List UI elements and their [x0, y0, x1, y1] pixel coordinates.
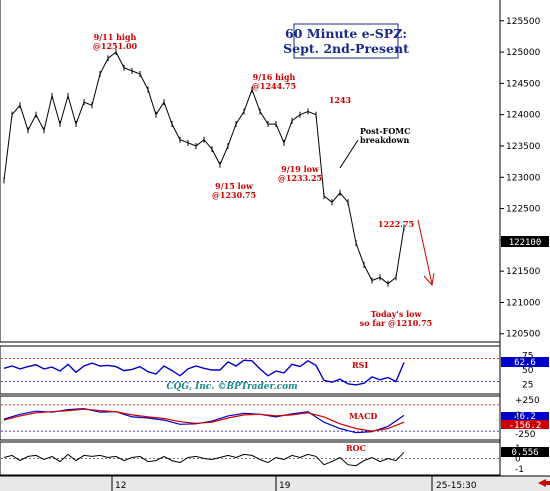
annotation-label: 9/19 low: [281, 164, 320, 174]
x-axis: 12 19 25-15:30: [0, 475, 550, 491]
annotation-label: 1243: [329, 95, 352, 105]
y-tick-label: 124000: [506, 111, 541, 121]
title-box: 60 Minute e-SPZ: Sept. 2nd-Present: [283, 23, 409, 59]
price-panel: 1255001250001245001240001235001230001225…: [0, 0, 541, 475]
rsi-value-label: 62.6: [514, 358, 536, 368]
roc-tick-label: 1: [515, 444, 521, 454]
rsi-label: RSI: [352, 360, 368, 370]
annotation-label: 1222.75: [378, 219, 414, 229]
last-price-tag: 122100: [501, 236, 549, 248]
rsi-tick-label: 75: [522, 352, 533, 362]
y-tick-label: 125000: [506, 48, 541, 58]
macd-tick-label: 0: [515, 411, 521, 421]
annotation-label: 9/15 low: [215, 181, 254, 191]
roc-line: [3, 451, 405, 467]
last-price-label: 122100: [509, 238, 542, 248]
rsi-value-tag: [501, 357, 549, 367]
price-series-line: [3, 51, 405, 285]
annotation-label: so far @1210.75: [360, 318, 432, 328]
macd-signal-label: -156.2: [509, 421, 542, 431]
roc-label: ROC: [346, 443, 366, 453]
x-tick-label: 25-15:30: [436, 481, 477, 491]
macd-panel: MACD 46.2-156.2 +250 0 -250: [0, 395, 549, 441]
macd-tick-label: -250: [515, 430, 536, 440]
annotation-label: Post-FOMC: [360, 126, 411, 136]
scroll-arrow-icon[interactable]: [538, 479, 550, 487]
annotation-label: @1251.00: [93, 41, 138, 51]
y-tick-label: 121000: [506, 298, 541, 308]
annotation-label: 9/16 high: [253, 72, 296, 82]
title-line-1: 60 Minute e-SPZ:: [285, 26, 407, 41]
y-tick-label: 120500: [506, 330, 541, 340]
roc-value-label: 0.556: [511, 448, 538, 458]
annotation-label: @1244.75: [252, 81, 296, 91]
y-tick-label: 121500: [506, 267, 541, 277]
rsi-panel: RSI 62.675 50 25 CQG, Inc. ©BPTrader.com: [0, 345, 549, 395]
rsi-line: [3, 359, 405, 386]
rsi-tick-label: 25: [522, 380, 533, 390]
macd-tick-label: +250: [515, 396, 540, 406]
rsi-tick-label: 50: [522, 366, 534, 376]
y-tick-label: 122500: [506, 205, 541, 215]
x-tick-label: 19: [279, 481, 291, 491]
macd-label: MACD: [349, 411, 377, 421]
macd-signal-tag: [501, 420, 549, 429]
annotation-label: breakdown: [360, 135, 409, 145]
watermark: CQG, Inc. ©BPTrader.com: [166, 382, 297, 392]
annotation-label: 9/11 high: [94, 32, 137, 42]
y-tick-label: 123500: [506, 142, 541, 152]
x-tick-label: 12: [115, 481, 126, 491]
roc-tick-label: -1: [515, 465, 524, 475]
macd-value-label: 46.2: [514, 412, 536, 422]
y-tick-label: 125500: [506, 17, 541, 27]
y-tick-label: 124500: [506, 79, 541, 89]
post-fomc-pointer: [339, 139, 359, 169]
roc-value-tag: [501, 447, 549, 457]
annotation-label: Today's low: [371, 309, 423, 319]
title-line-2: Sept. 2nd-Present: [283, 41, 409, 56]
annotation-label: @1230.75: [212, 190, 256, 200]
roc-tick-label: 0: [515, 455, 521, 465]
projection-arrow-icon: [417, 219, 435, 287]
macd-signal-line: [3, 408, 405, 432]
y-tick-label: 123000: [506, 173, 541, 183]
macd-value-tag: [501, 412, 549, 420]
annotation-label: @1233.25: [278, 173, 322, 183]
